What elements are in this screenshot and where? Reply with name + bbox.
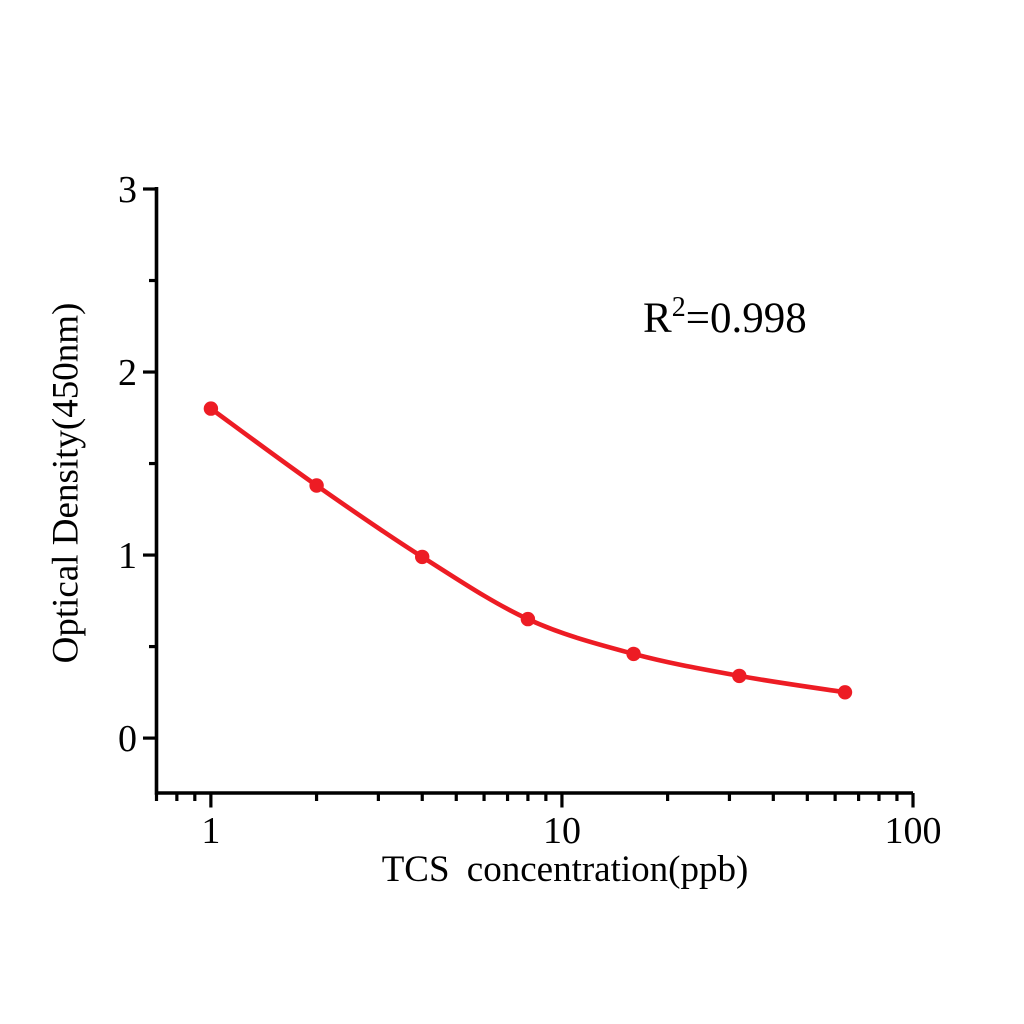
x-tick-label: 10	[543, 810, 581, 852]
y-tick-label: 0	[118, 718, 137, 760]
data-point-marker	[203, 401, 219, 416]
data-point-marker	[626, 646, 641, 662]
r-squared-value: =0.998	[685, 295, 807, 342]
r-squared-exponent: 2	[671, 292, 686, 323]
x-axis-ticks	[154, 793, 915, 808]
y-axis-ticks	[143, 187, 157, 740]
data-point-marker	[520, 611, 536, 627]
y-tick-label: 1	[118, 535, 137, 577]
x-axis-title: TCS concentration(ppb)	[381, 849, 749, 890]
data-point-marker	[837, 685, 853, 700]
y-tick-label: 2	[118, 352, 137, 394]
r-squared-base: R	[643, 295, 672, 342]
data-point-marker	[732, 668, 747, 684]
r-squared-annotation: R2=0.998	[643, 292, 807, 342]
y-tick-labels: 0 1 2 3	[118, 169, 137, 760]
x-tick-label: 100	[885, 810, 942, 852]
series-standard-curve	[203, 401, 853, 700]
data-point-marker	[415, 549, 430, 565]
standard-curve-line	[208, 406, 848, 695]
y-tick-label: 3	[118, 169, 137, 211]
x-tick-label: 1	[201, 810, 220, 852]
x-tick-labels: 1 10 100	[201, 810, 941, 852]
data-point-marker	[309, 478, 324, 493]
axis-spines	[154, 187, 913, 795]
y-axis-title: Optical Density(450nm)	[45, 302, 87, 664]
axes	[154, 187, 913, 795]
